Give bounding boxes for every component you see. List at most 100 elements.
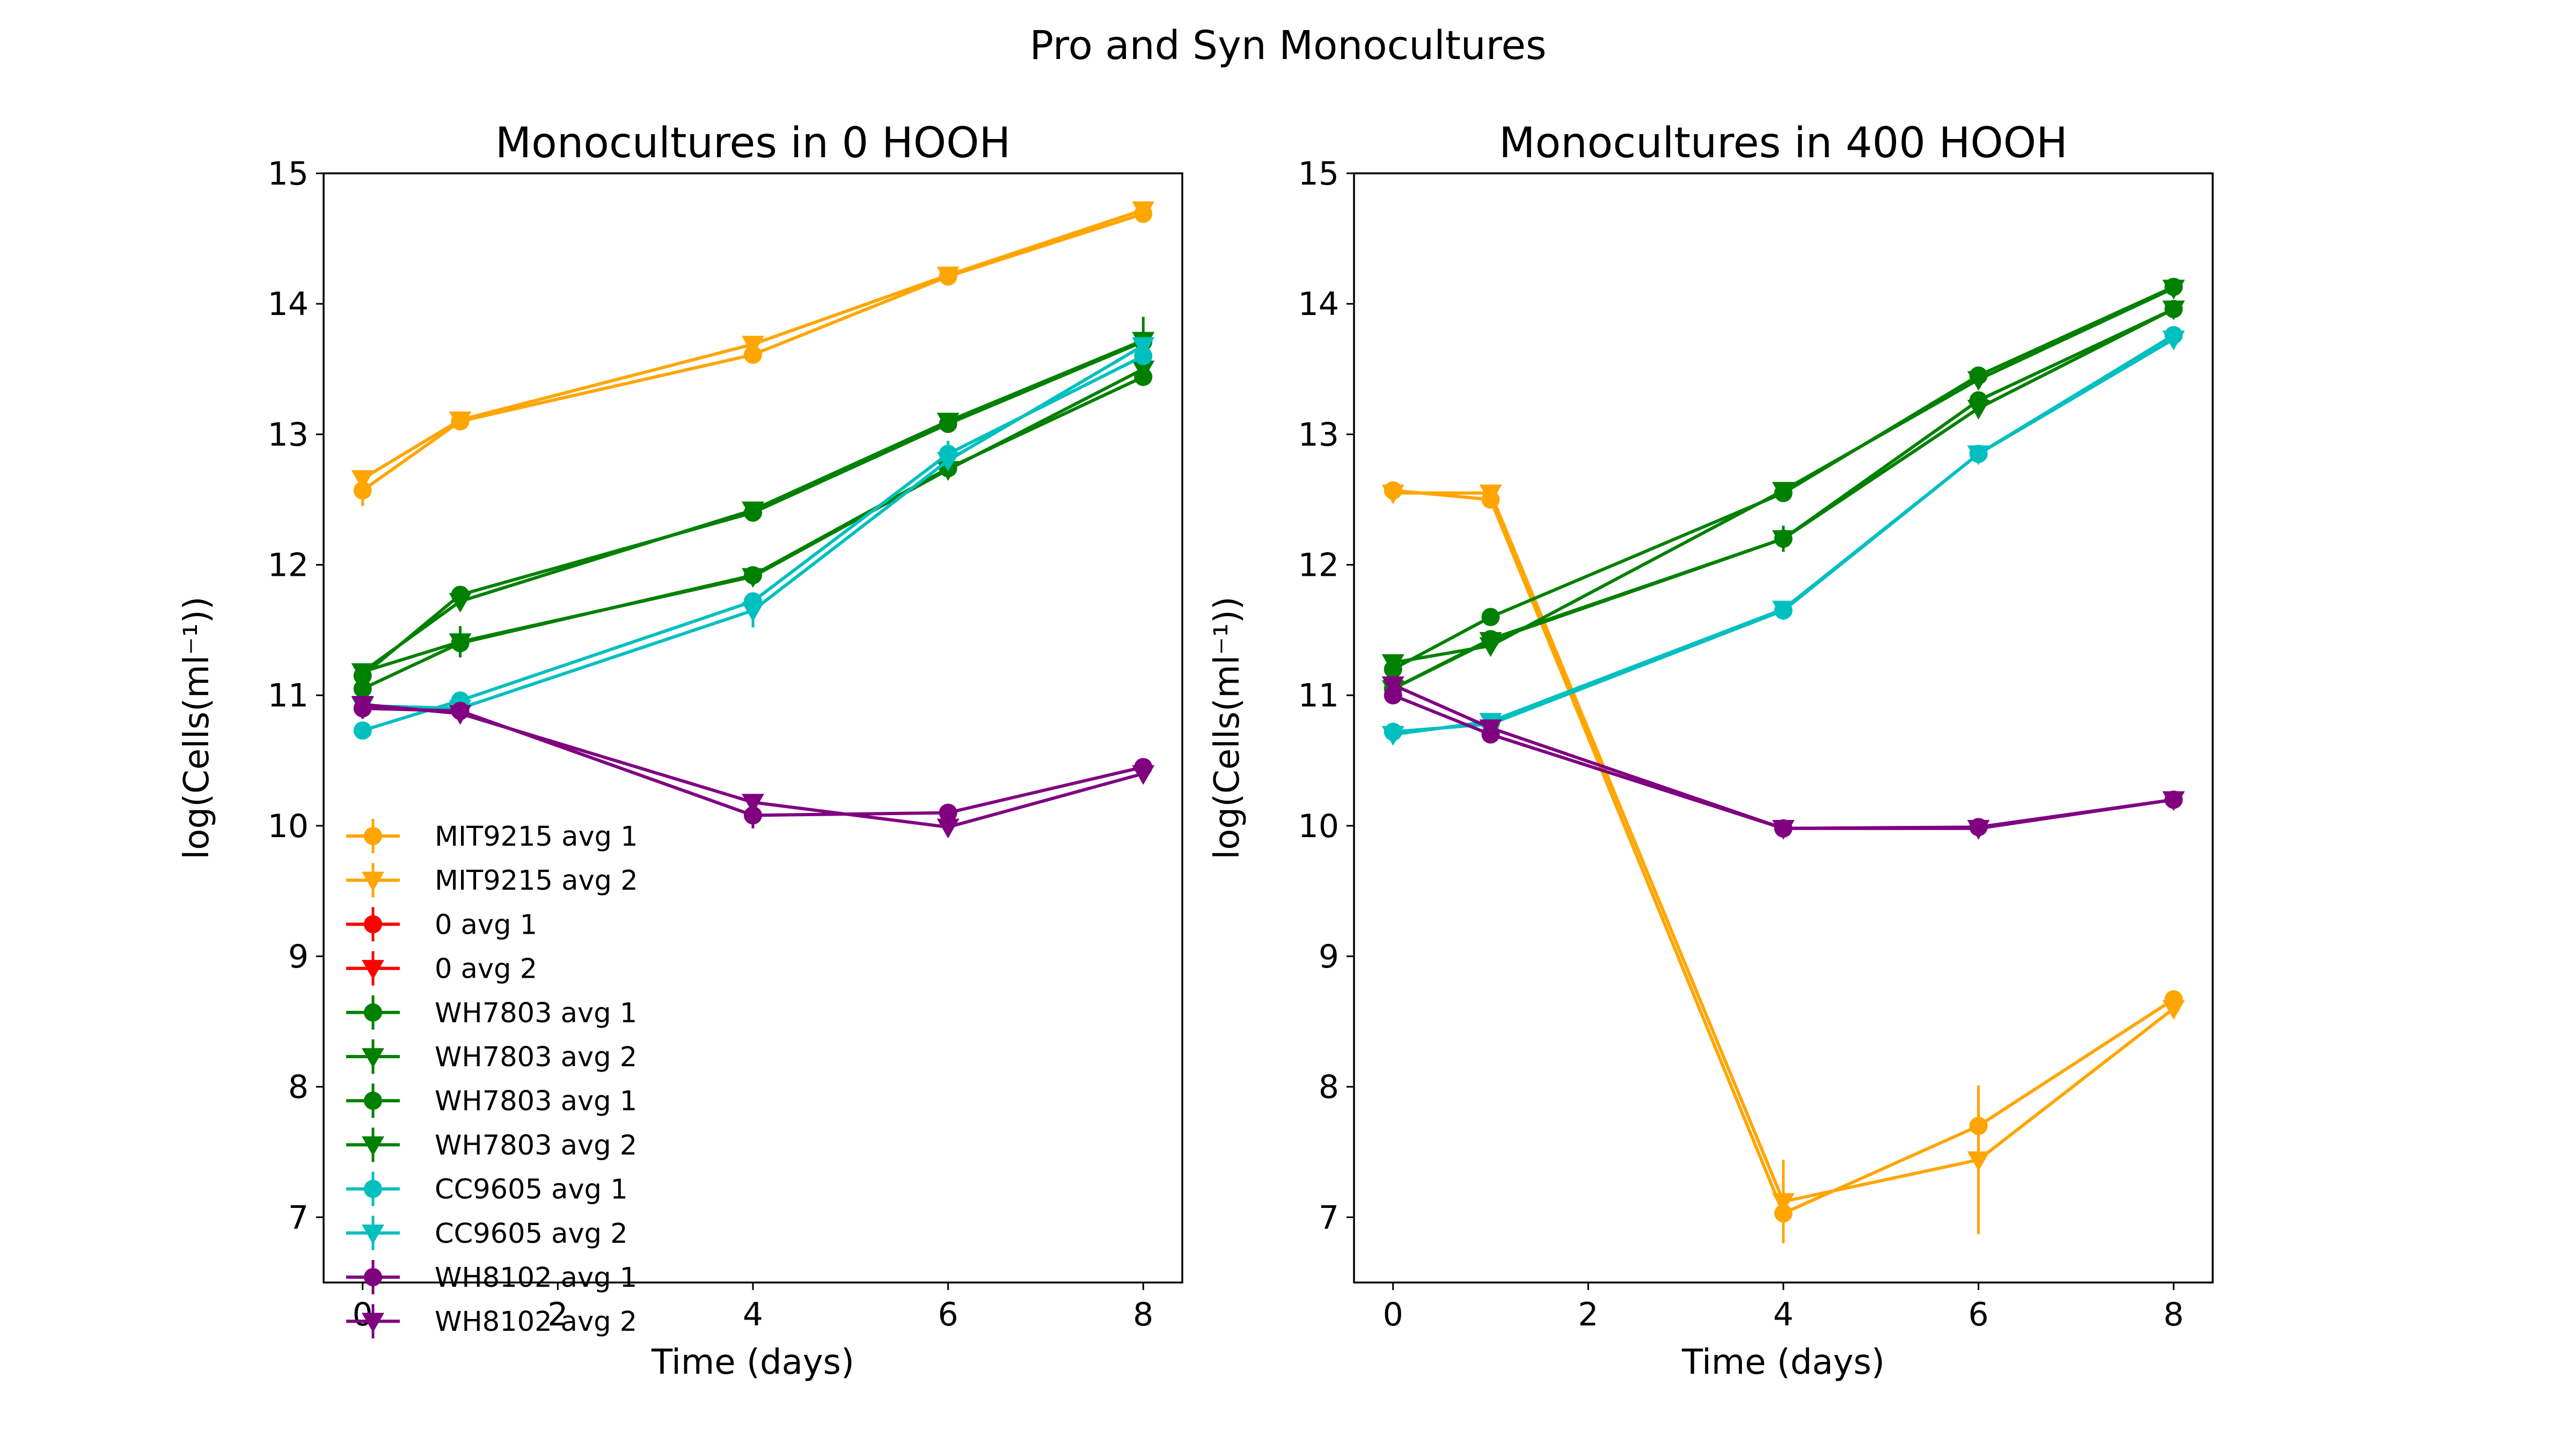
data-point	[1772, 1193, 1795, 1213]
panel-0-ytick-label-0: 7	[288, 1199, 309, 1236]
panel-0-series-7	[351, 361, 1155, 683]
data-point	[353, 721, 372, 740]
panel-1-ytick-label-3: 10	[1298, 808, 1339, 845]
panel-1-ytick-label-4: 11	[1298, 677, 1339, 715]
legend-item-4: WH7803 avg 1	[346, 995, 637, 1030]
data-point	[1132, 361, 1155, 380]
legend-item-1: MIT9215 avg 2	[346, 863, 638, 898]
panel-0-xtick-label-4: 8	[1133, 1296, 1153, 1333]
data-point	[1381, 654, 1404, 674]
legend-label: 0 avg 2	[435, 954, 537, 985]
legend-label: WH8102 avg 1	[435, 1262, 637, 1294]
panel-0-series-1	[351, 201, 1155, 490]
panel-1-ytick-label-5: 12	[1298, 547, 1339, 584]
data-point	[1381, 485, 1404, 504]
panel-1-series-9	[1381, 676, 2185, 840]
data-point	[449, 592, 472, 613]
legend-marker	[362, 871, 384, 892]
data-point	[2162, 280, 2185, 299]
panel-0-legend: MIT9215 avg 1 MIT9215 avg 2 0 avg 1 0 avg 2…	[346, 819, 638, 1339]
legend-item-9: CC9605 avg 2	[346, 1215, 628, 1250]
data-point	[1967, 371, 1990, 391]
panel-0-ytick-label-2: 9	[288, 938, 309, 976]
panel-1-xlabel: Time (days)	[1681, 1343, 1885, 1382]
data-point	[1381, 726, 1404, 746]
data-point	[742, 501, 764, 522]
data-point	[1772, 482, 1795, 502]
panel-1-xtick-label-0: 0	[1383, 1296, 1403, 1333]
legend-marker	[364, 1091, 382, 1110]
data-point	[1479, 632, 1502, 652]
data-point	[936, 452, 960, 472]
panel-0-ytick-label-3: 10	[268, 808, 309, 845]
data-point	[1967, 399, 1990, 420]
legend-marker	[364, 1179, 382, 1198]
legend-marker	[364, 915, 382, 934]
data-point	[1481, 607, 1500, 626]
data-point	[744, 806, 762, 825]
panel-0-ytick-label-1: 8	[288, 1068, 309, 1106]
data-point	[449, 633, 472, 654]
legend-item-0: MIT9215 avg 1	[346, 819, 638, 853]
panel-0-title: Monocultures in 0 HOOH	[495, 119, 1011, 167]
data-point	[1772, 819, 1795, 840]
panel-1-xtick-label-1: 2	[1578, 1296, 1598, 1333]
legend-item-3: 0 avg 2	[346, 951, 537, 986]
panel-1-xtick-label-3: 6	[1968, 1296, 1989, 1333]
panel-0-ylabel: log(Cells(ml⁻¹))	[177, 597, 217, 860]
data-point	[449, 705, 472, 725]
legend-label: 0 avg 1	[435, 909, 537, 941]
panel-0-axes-frame	[323, 172, 1183, 1284]
panel-1-series-1	[1381, 485, 2185, 1244]
panel-0-ytick-label-5: 12	[268, 547, 309, 584]
legend-marker	[362, 1136, 384, 1156]
data-point	[742, 568, 764, 588]
data-point	[939, 803, 957, 822]
panel-1-ylabel: log(Cells(ml⁻¹))	[1208, 597, 1247, 860]
panel-0-xtick-label-3: 6	[938, 1296, 958, 1333]
legend-marker	[364, 1003, 382, 1022]
data-point	[353, 679, 372, 698]
legend-item-6: WH7803 avg 1	[346, 1083, 637, 1118]
legend-item-11: WH8102 avg 2	[346, 1304, 637, 1339]
data-point	[2162, 301, 2185, 320]
data-point	[1479, 719, 1502, 739]
legend-label: MIT9215 avg 1	[435, 821, 638, 853]
data-point	[936, 818, 960, 839]
data-point	[1772, 600, 1795, 621]
panel-0-ytick-label-6: 13	[268, 416, 309, 453]
legend-marker	[364, 827, 382, 845]
panel-0-ytick-label-4: 11	[268, 677, 309, 715]
legend-item-5: WH7803 avg 2	[346, 1039, 637, 1074]
panel-0-ytick-label-7: 14	[268, 285, 309, 323]
data-point	[2162, 791, 2185, 811]
legend-label: WH8102 avg 2	[435, 1306, 637, 1338]
panel-0-series-11	[351, 695, 1155, 839]
data-point	[2162, 331, 2185, 350]
data-point	[353, 481, 372, 500]
panel-1-ytick-label-8: 15	[1298, 155, 1339, 193]
panel-0-xtick-label-1: 2	[547, 1296, 568, 1333]
data-point	[1967, 445, 1990, 465]
panel-1-xtick-label-2: 4	[1773, 1296, 1794, 1333]
panel-1-ytick-label-2: 9	[1319, 938, 1339, 976]
panel-1-title: Monocultures in 400 HOOH	[1499, 119, 2068, 167]
data-point	[351, 663, 374, 683]
data-point	[742, 602, 764, 622]
data-point	[1479, 485, 1502, 504]
data-point	[1967, 819, 1990, 840]
panel-0-ytick-label-8: 15	[268, 155, 309, 193]
legend-label: WH7803 avg 1	[435, 998, 637, 1029]
legend-item-2: 0 avg 1	[346, 907, 537, 942]
panel-1-ytick-label-7: 14	[1298, 285, 1339, 323]
data-point	[351, 695, 374, 716]
legend-marker	[362, 959, 384, 980]
legend-label: WH7803 avg 1	[435, 1086, 637, 1117]
data-point	[1132, 337, 1155, 357]
legend-item-10: WH8102 avg 1	[346, 1260, 637, 1294]
data-point	[1967, 1151, 1990, 1171]
panel-0-xtick-label-2: 4	[743, 1296, 763, 1333]
